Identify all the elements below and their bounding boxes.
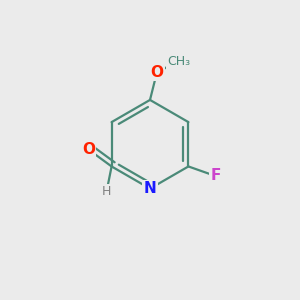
Text: H: H [102, 185, 111, 198]
Text: O: O [150, 65, 164, 80]
Text: CH₃: CH₃ [167, 55, 190, 68]
Text: F: F [210, 169, 220, 184]
Text: N: N [144, 181, 156, 196]
Text: O: O [82, 142, 95, 157]
